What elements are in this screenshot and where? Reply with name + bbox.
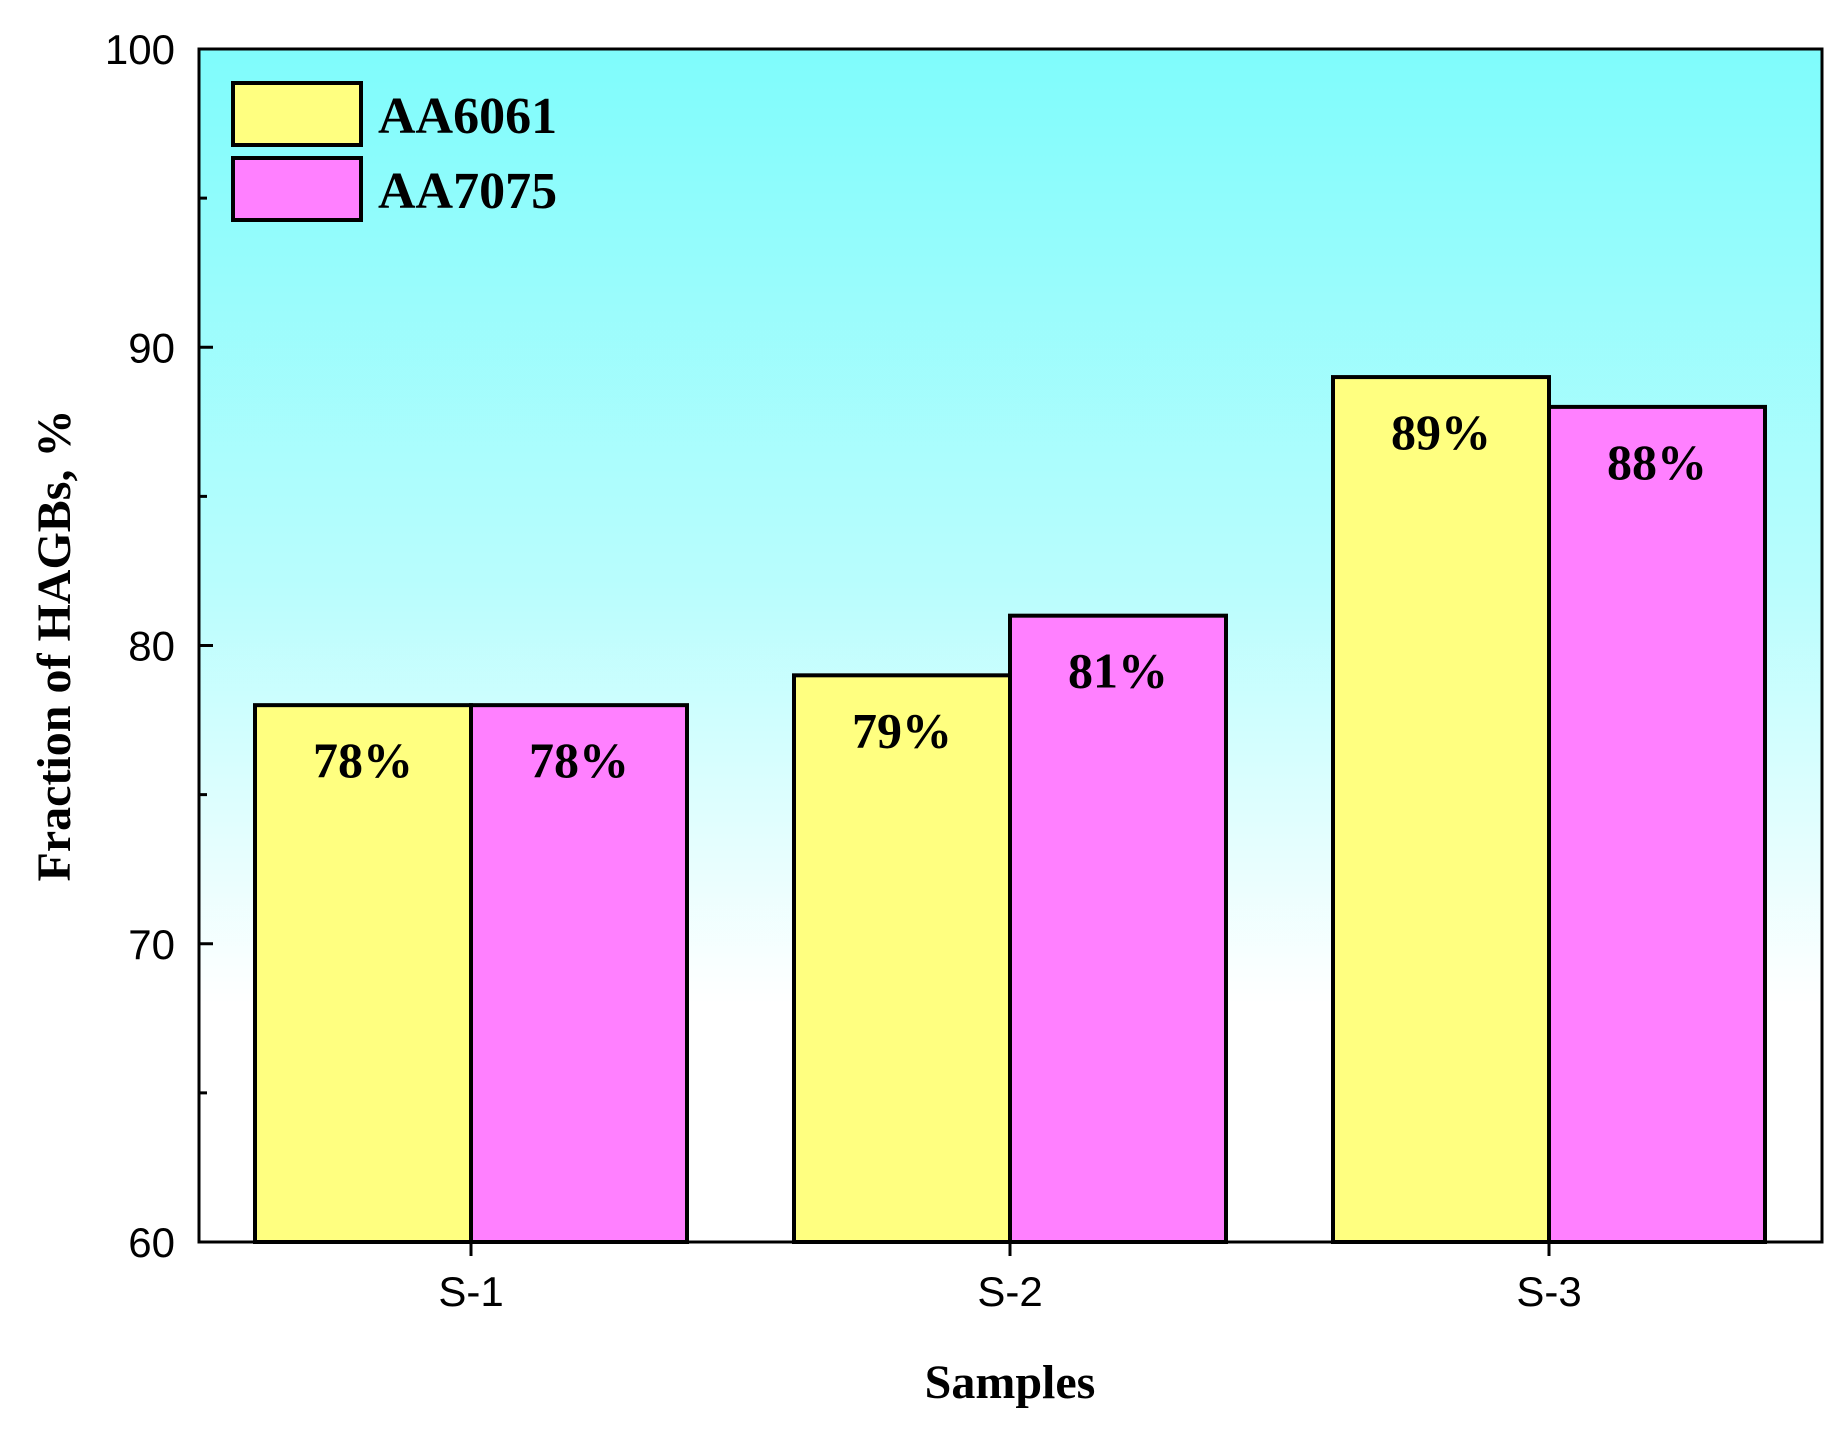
y-tick-label-90: 90 [128,324,175,371]
y-axis-title: Fraction of HAGBs, % [28,410,81,882]
data-label-aa6061-s-1: 78% [313,732,413,788]
data-label-aa6061-s-3: 89% [1391,404,1491,460]
x-tick-label-s-3: S-3 [1516,1268,1581,1315]
bar-aa7075-s-2 [1008,613,1228,1244]
bar-aa6061-s-3 [1331,375,1551,1244]
bar-aa7075-s-1 [469,703,689,1244]
bar-aa6061-s-2 [792,673,1012,1244]
data-label-aa7075-s-3: 88% [1607,434,1707,490]
data-labels-layer: 78% 78% 79% 81% 89% 88% [313,404,1707,788]
legend-label-aa6061: AA6061 [378,88,557,145]
y-axis: 60 70 80 90 100 [105,26,213,1266]
legend-swatch-aa7075 [231,156,363,222]
data-label-aa7075-s-2: 81% [1068,643,1168,699]
y-tick-label-70: 70 [128,921,175,968]
x-tick-label-s-1: S-1 [438,1268,503,1315]
x-tick-label-s-2: S-2 [977,1268,1042,1315]
y-tick-label-80: 80 [128,623,175,670]
bars-layer [253,375,1767,1244]
legend: AA6061 AA7075 [231,81,557,222]
y-tick-label-60: 60 [128,1219,175,1266]
y-tick-label-100: 100 [105,26,175,73]
legend-label-aa7075: AA7075 [378,163,557,220]
x-axis: S-1 S-2 S-3 [438,1242,1582,1315]
data-label-aa6061-s-2: 79% [852,702,952,758]
data-label-aa7075-s-1: 78% [529,732,629,788]
x-axis-title: Samples [925,1356,1096,1409]
bar-aa6061-s-1 [253,703,473,1244]
legend-swatch-aa6061 [231,81,363,147]
bar-aa7075-s-3 [1547,404,1767,1244]
